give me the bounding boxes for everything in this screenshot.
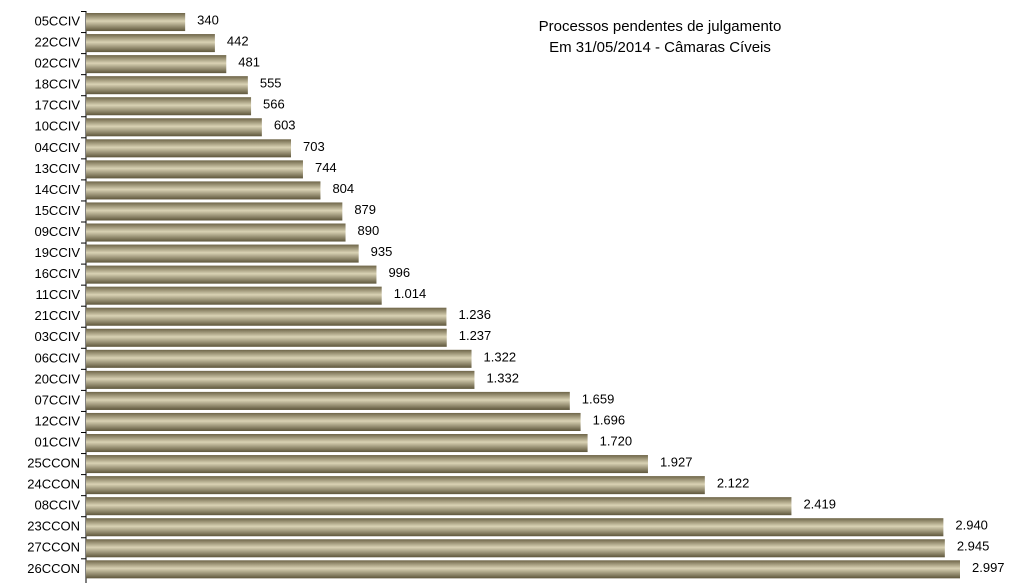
y-tick-label: 22CCIV (34, 35, 80, 50)
bar (86, 265, 377, 284)
bar (86, 223, 346, 242)
data-label: 1.927 (660, 455, 693, 470)
data-label: 2.940 (955, 518, 988, 533)
data-label: 744 (315, 160, 337, 175)
bar (86, 13, 186, 32)
data-label: 340 (197, 12, 219, 27)
y-tick-label: 03CCIV (34, 329, 80, 344)
chart-title: Processos pendentes de julgamento (539, 18, 782, 35)
y-tick-label: 12CCIV (34, 413, 80, 428)
bar (86, 139, 292, 158)
data-label: 890 (358, 223, 380, 238)
data-label: 2.997 (972, 560, 1005, 575)
data-label: 1.720 (600, 433, 633, 448)
bar (86, 328, 447, 347)
bar (86, 55, 227, 74)
y-tick-label: 16CCIV (34, 266, 80, 281)
bar (86, 518, 944, 537)
bar (86, 97, 252, 116)
bar (86, 455, 648, 474)
y-tick-label: 14CCIV (34, 182, 80, 197)
y-tick-label: 27CCON (27, 540, 80, 555)
data-label: 1.236 (458, 307, 491, 322)
data-label: 804 (332, 181, 354, 196)
y-tick-label: 01CCIV (34, 434, 80, 449)
y-tick-label: 21CCIV (34, 308, 80, 323)
bar (86, 34, 215, 53)
data-label: 603 (274, 118, 296, 133)
bar (86, 434, 588, 453)
y-tick-label: 06CCIV (34, 350, 80, 365)
bar (86, 476, 705, 495)
y-tick-label: 15CCIV (34, 203, 80, 218)
y-tick-label: 09CCIV (34, 224, 80, 239)
bar (86, 497, 792, 516)
data-label: 879 (354, 202, 376, 217)
bar (86, 349, 472, 368)
y-tick-label: 19CCIV (34, 245, 80, 260)
y-tick-label: 10CCIV (34, 119, 80, 134)
data-label: 555 (260, 76, 282, 91)
y-tick-label: 20CCIV (34, 371, 80, 386)
y-tick-label: 02CCIV (34, 56, 80, 71)
data-label: 1.237 (459, 328, 492, 343)
data-label: 2.419 (803, 497, 836, 512)
bar (86, 202, 343, 221)
data-label: 1.696 (593, 412, 626, 427)
data-label: 1.332 (486, 370, 519, 385)
data-label: 703 (303, 139, 325, 154)
data-label: 2.945 (957, 539, 990, 554)
y-tick-label: 26CCON (27, 561, 80, 576)
bar (86, 412, 581, 431)
data-label: 1.659 (582, 391, 615, 406)
y-tick-label: 17CCIV (34, 98, 80, 113)
y-tick-label: 08CCIV (34, 498, 80, 513)
y-tick-label: 11CCIV (35, 287, 80, 302)
bar (86, 118, 262, 137)
data-label: 935 (371, 244, 393, 259)
data-label: 1.014 (394, 286, 427, 301)
bar (86, 539, 945, 558)
data-label: 481 (238, 55, 260, 70)
data-label: 996 (388, 265, 410, 280)
data-label: 1.322 (484, 349, 517, 364)
data-label: 566 (263, 97, 285, 112)
bar (86, 307, 447, 326)
y-tick-label: 24CCON (27, 477, 80, 492)
y-tick-label: 04CCIV (34, 140, 80, 155)
y-tick-label: 05CCIV (34, 13, 80, 28)
data-label: 442 (227, 34, 249, 49)
y-tick-label: 18CCIV (34, 77, 80, 92)
bar (86, 391, 570, 410)
data-label: 2.122 (717, 476, 750, 491)
bar (86, 160, 303, 179)
y-tick-label: 13CCIV (34, 161, 80, 176)
bar (86, 181, 321, 200)
y-tick-label: 07CCIV (34, 392, 80, 407)
bar (86, 76, 248, 95)
bar (86, 560, 960, 579)
chart-subtitle: Em 31/05/2014 - Câmaras Cíveis (549, 39, 771, 56)
bar (86, 244, 359, 263)
bar (86, 286, 382, 305)
y-tick-label: 25CCON (27, 456, 80, 471)
bar (86, 370, 475, 389)
y-tick-label: 23CCON (27, 519, 80, 534)
